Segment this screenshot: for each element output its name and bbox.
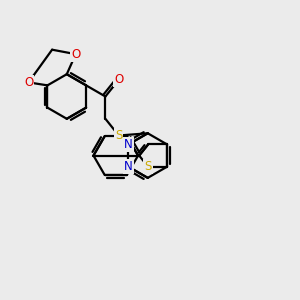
Text: N: N xyxy=(124,138,133,151)
Text: O: O xyxy=(114,73,123,86)
Text: S: S xyxy=(144,160,152,173)
Text: O: O xyxy=(71,48,80,61)
Text: N: N xyxy=(124,160,133,173)
Text: S: S xyxy=(115,129,122,142)
Text: O: O xyxy=(24,76,33,89)
